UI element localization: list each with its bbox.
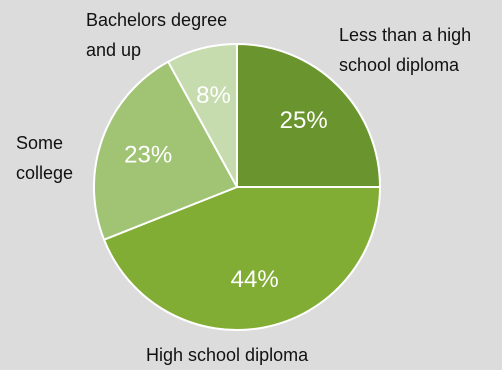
pie-slice-high-school-diploma (103, 186, 381, 331)
category-label-high-school-diploma: High school diploma (146, 345, 309, 365)
pie-slice-less-than-high-school (236, 43, 381, 188)
category-label-some-college: Some college (16, 133, 74, 183)
pie-slice-some-college (93, 60, 238, 241)
pie-slice-bachelors-degree (167, 43, 238, 188)
category-label-less-than-high-school: Less than a high school diploma (339, 25, 472, 75)
category-label-bachelors-degree: Bachelors degree and up (86, 10, 228, 60)
slice-value-label-some-college: 23% (124, 142, 172, 169)
slice-value-label-high-school-diploma: 44% (231, 266, 279, 293)
slice-value-label-less-than-high-school: 25% (280, 107, 328, 134)
slice-value-label-bachelors-degree: 8% (196, 82, 231, 109)
